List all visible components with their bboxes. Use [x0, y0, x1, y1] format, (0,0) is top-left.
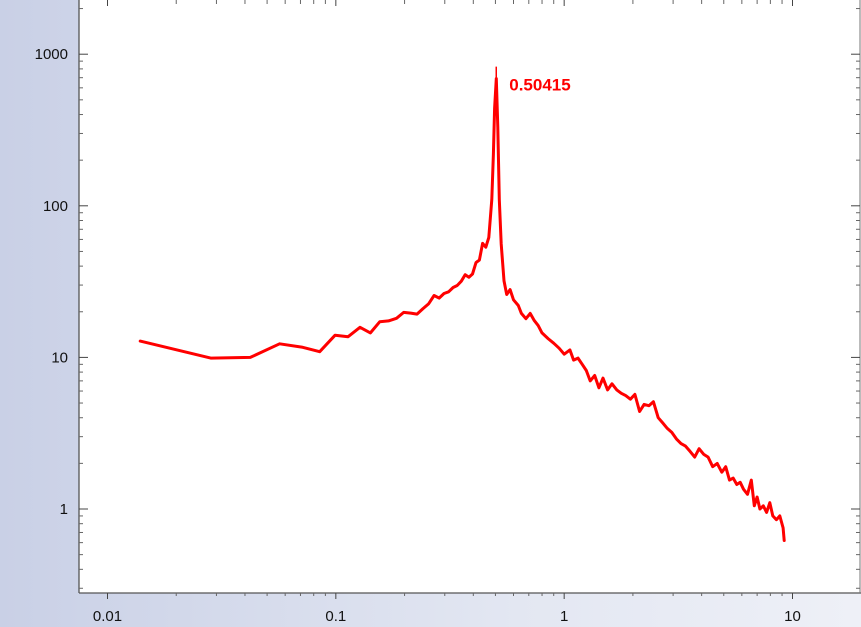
x-tick-label: 10	[784, 608, 801, 625]
x-tick-label: 0.1	[325, 608, 346, 625]
series-layer	[138, 77, 786, 542]
annotation-layer: 0.50415	[495, 66, 571, 95]
ticks-layer: 0.01 0.1 1 10 1 10 100 1000	[35, 0, 860, 625]
y-tick-label: 10	[51, 349, 68, 366]
x-tick-label: 0.01	[93, 608, 122, 625]
series-line-0	[138, 77, 786, 542]
y-tick-label: 100	[43, 198, 68, 215]
y-tick-label: 1	[60, 501, 68, 518]
plot-area	[79, 0, 861, 593]
x-tick-label: 1	[560, 608, 568, 625]
peak-label: 0.50415	[509, 76, 570, 95]
y-tick-label: 1000	[35, 46, 68, 63]
